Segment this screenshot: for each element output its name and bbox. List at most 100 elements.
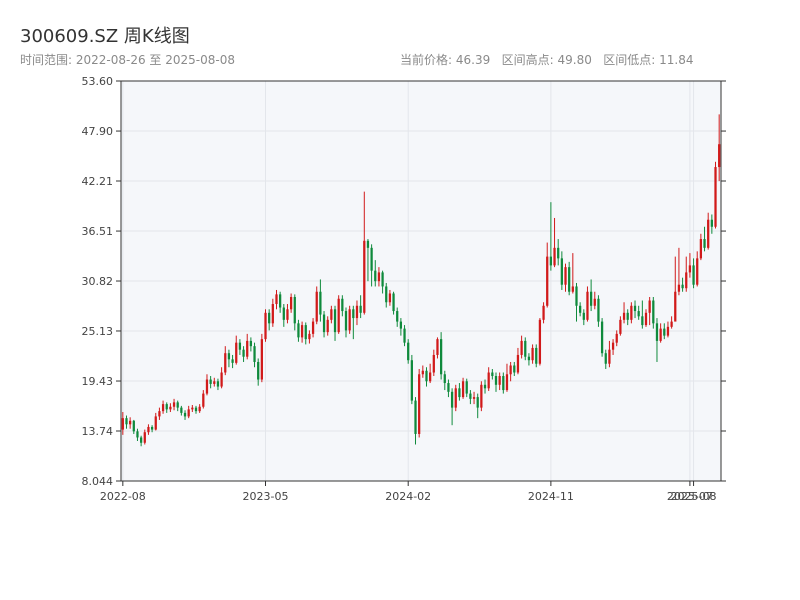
candle-body	[718, 144, 721, 168]
candle-body	[494, 376, 498, 385]
candle-up	[670, 316, 673, 329]
candle-up	[187, 405, 190, 419]
x-tick: 2022-08	[100, 481, 146, 503]
candle-down	[279, 291, 282, 313]
candle-body	[333, 309, 337, 333]
candle-body	[516, 354, 520, 373]
candle-down	[249, 337, 253, 352]
candle-body	[454, 388, 457, 408]
candle-down	[403, 325, 406, 347]
candle-body	[260, 339, 263, 380]
candle-up	[169, 403, 172, 413]
candle-body	[297, 323, 300, 338]
candle-down	[465, 378, 468, 398]
candle-body	[330, 309, 333, 320]
candle-down	[194, 405, 198, 414]
candle-up	[326, 316, 329, 336]
candle-body	[611, 342, 615, 350]
candle-body	[132, 420, 135, 432]
candle-body	[143, 432, 146, 443]
candle-body	[271, 304, 274, 324]
candle-down	[575, 282, 578, 322]
y-tick: 8.044	[82, 475, 726, 488]
candle-body	[582, 312, 585, 320]
y-tick-label: 47.90	[82, 125, 114, 138]
candle-body	[648, 300, 651, 313]
candle-body	[377, 272, 381, 282]
candle-up	[487, 367, 490, 391]
candle-up	[516, 347, 520, 375]
candle-body	[268, 312, 271, 324]
y-tick-label: 25.13	[82, 325, 114, 338]
candle-body	[308, 333, 311, 340]
y-tick-label: 42.21	[82, 175, 114, 188]
candle-down	[655, 318, 659, 362]
candle-body	[579, 305, 582, 313]
candle-body	[535, 347, 538, 364]
candle-body	[439, 339, 443, 375]
candle-up	[615, 330, 618, 347]
candle-up	[505, 363, 509, 392]
candle-body	[205, 379, 209, 394]
candle-body	[403, 328, 406, 343]
candle-up	[348, 305, 351, 334]
candle-up	[593, 291, 596, 310]
candle-up	[191, 404, 194, 413]
candle-up	[622, 302, 626, 324]
candle-up	[644, 309, 648, 327]
candle-body	[487, 372, 490, 389]
candle-body	[710, 219, 713, 227]
candle-up	[198, 404, 201, 413]
plot-frame	[120, 80, 722, 482]
candle-body	[311, 321, 315, 334]
candle-body	[227, 353, 231, 360]
candle-down	[352, 305, 355, 340]
candle-up	[429, 363, 432, 384]
candle-body	[641, 316, 644, 326]
candle-down	[319, 279, 322, 322]
candle-body	[300, 325, 304, 338]
candle-body	[589, 291, 593, 306]
candle-up	[538, 318, 542, 366]
candle-body	[147, 426, 150, 433]
candle-up	[205, 374, 209, 396]
candle-up	[337, 295, 340, 334]
candle-body	[666, 326, 670, 336]
candle-body	[480, 384, 483, 408]
candle-down	[165, 402, 168, 413]
candle-body	[699, 239, 703, 259]
candle-up	[454, 384, 457, 412]
candle-down	[439, 332, 443, 380]
candle-up	[699, 233, 703, 261]
candle-body	[425, 370, 428, 382]
candle-down	[414, 397, 417, 445]
candle-down	[125, 415, 128, 429]
candle-body	[527, 356, 531, 361]
candle-body	[363, 240, 366, 313]
candle-body	[216, 381, 220, 387]
candle-up	[542, 302, 545, 324]
candle-body	[355, 305, 359, 319]
candle-down	[407, 339, 410, 364]
candle-body	[176, 402, 179, 408]
candle-up	[121, 412, 124, 435]
candle-down	[385, 282, 388, 308]
candle-up	[674, 256, 677, 322]
candle-body	[209, 379, 212, 384]
candle-up	[311, 318, 315, 338]
candle-body	[513, 365, 516, 373]
candle-body	[129, 420, 132, 425]
candle-down	[626, 309, 629, 326]
candle-up	[472, 391, 476, 405]
candle-down	[652, 296, 655, 329]
candle-body	[344, 311, 348, 331]
candle-body	[161, 404, 165, 412]
candle-body	[264, 312, 267, 340]
candle-body	[359, 305, 362, 313]
y-tick-label: 8.044	[82, 475, 114, 488]
candle-down	[681, 277, 684, 292]
candle-down	[268, 309, 271, 331]
candle-up	[688, 253, 692, 278]
candle-down	[458, 383, 461, 401]
candle-down	[443, 370, 446, 391]
